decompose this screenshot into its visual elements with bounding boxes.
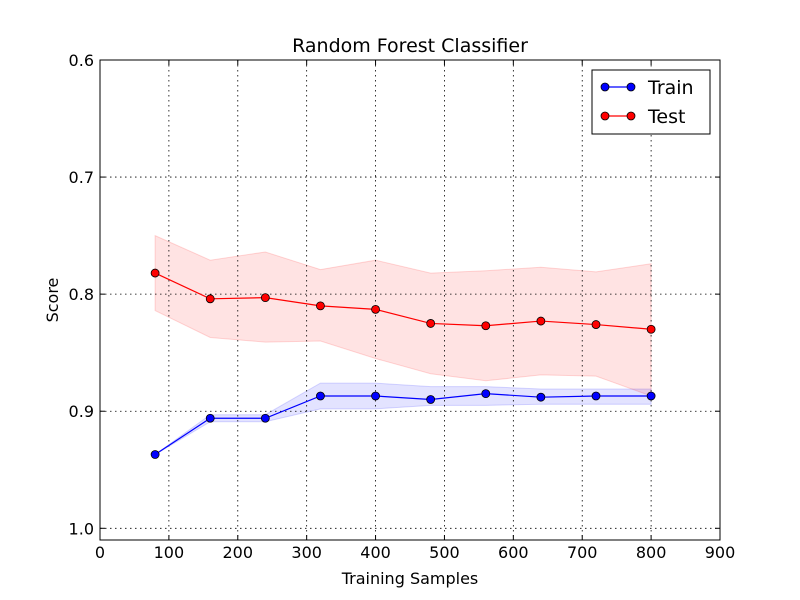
y-tick-label: 0.8 xyxy=(69,285,94,304)
data-point-train xyxy=(536,392,546,402)
legend-label: Test xyxy=(647,106,685,128)
chart-title: Random Forest Classifier xyxy=(292,35,528,57)
data-point-train xyxy=(426,395,436,404)
data-point-train xyxy=(371,391,380,401)
axis-ticks xyxy=(99,59,721,540)
data-point-test xyxy=(260,293,270,303)
y-tick-label: 0.9 xyxy=(69,402,94,421)
plot-area-frame xyxy=(99,59,721,541)
data-point-train xyxy=(481,389,491,399)
series-line-test xyxy=(154,272,652,330)
data-point-train xyxy=(591,391,601,401)
legend-box xyxy=(591,69,711,135)
legend-label: Train xyxy=(647,77,694,99)
x-tick-label: 0 xyxy=(95,543,105,562)
series-points xyxy=(150,268,656,459)
y-axis-title: Score xyxy=(43,278,62,323)
data-point-test xyxy=(316,301,325,311)
data-point-test xyxy=(536,316,546,326)
data-point-train xyxy=(205,413,215,423)
legend-entry-train: Train xyxy=(600,77,694,99)
legend-marker xyxy=(600,111,610,121)
legend: Train Test xyxy=(591,69,711,135)
axis-tick-labels: 0 100 200 300 400 500 600 700 800 900 0.6 0.7 0.8 0.9… xyxy=(69,51,736,562)
x-tick-label: 400 xyxy=(360,543,391,562)
x-tick-label: 200 xyxy=(223,543,254,562)
y-tick-label: 1.0 xyxy=(69,519,94,538)
data-point-train xyxy=(150,450,160,459)
data-point-test xyxy=(426,319,436,328)
legend-marker xyxy=(626,111,636,121)
x-axis-title: Training Samples xyxy=(341,569,479,588)
legend-entries: Train Test xyxy=(600,77,694,128)
x-tick-label: 600 xyxy=(498,543,529,562)
confidence-bands xyxy=(154,234,652,455)
series-lines xyxy=(154,272,652,456)
legend-entry-test: Test xyxy=(600,106,685,128)
data-point-test xyxy=(371,304,380,314)
series-line-train xyxy=(154,393,652,456)
x-tick-label: 900 xyxy=(705,543,736,562)
x-tick-label: 100 xyxy=(154,543,185,562)
data-point-test xyxy=(646,324,656,334)
data-point-test xyxy=(591,320,601,329)
data-point-test xyxy=(150,268,160,278)
x-tick-label: 800 xyxy=(636,543,667,562)
y-tick-label: 0.7 xyxy=(69,168,94,187)
legend-marker xyxy=(600,82,610,92)
data-point-test xyxy=(205,294,215,304)
data-point-train xyxy=(260,413,270,423)
data-point-train xyxy=(646,391,656,401)
data-point-test xyxy=(481,321,491,331)
x-tick-label: 300 xyxy=(291,543,322,562)
data-point-train xyxy=(316,391,325,401)
x-tick-label: 700 xyxy=(567,543,598,562)
x-tick-label: 500 xyxy=(429,543,460,562)
y-tick-label: 0.6 xyxy=(69,51,94,70)
legend-marker xyxy=(626,82,636,92)
